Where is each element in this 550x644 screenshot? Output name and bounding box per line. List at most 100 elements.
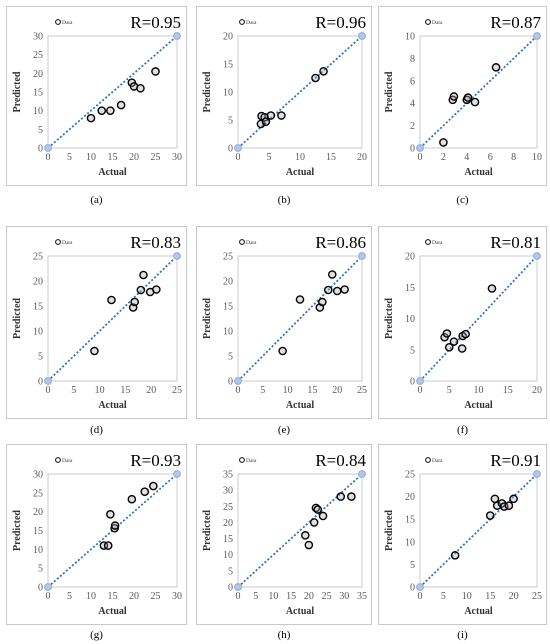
panel-caption: (d) (90, 424, 103, 436)
x-tick-label: 5 (67, 591, 72, 602)
x-tick-label: 10 (474, 385, 484, 396)
identity-line (47, 35, 178, 149)
panel-d: 0 5 10 15 20 25 0 5 10 15 20 25 Actual Predicted Data R… (6, 226, 187, 436)
identity-line-start (44, 583, 52, 591)
legend-marker (425, 457, 431, 463)
y-tick-label: 15 (33, 526, 43, 537)
x-tick-label: 6 (488, 152, 493, 163)
y-tick-label: 5 (38, 125, 43, 136)
data-point (449, 337, 459, 346)
data-point (266, 111, 276, 120)
r-value-label: R=0.86 (315, 233, 366, 252)
panel-caption: (f) (457, 424, 468, 436)
data-point (103, 541, 113, 550)
identity-line-end (358, 470, 366, 478)
data-point (340, 285, 349, 294)
x-tick-label: 5 (447, 385, 452, 396)
y-tick-label: 0 (38, 377, 43, 388)
data-point (127, 494, 137, 504)
x-tick-label: 15 (485, 591, 495, 602)
panel-h: 0 5 10 15 20 25 30 35 0 5 10 15 20 25 30 35 Actual Predic… (196, 444, 372, 641)
y-tick-label: 15 (33, 302, 43, 313)
legend-label: Data (62, 458, 73, 464)
x-axis-label: Actual (464, 167, 493, 178)
data-point (110, 521, 120, 530)
y-tick-label: 15 (223, 534, 233, 545)
identity-line-start (234, 583, 242, 591)
r-value-label: R=0.95 (130, 13, 181, 32)
data-point (140, 487, 150, 497)
y-tick-label: 5 (228, 352, 233, 363)
data-point (449, 92, 459, 101)
x-tick-label: 5 (71, 385, 76, 396)
plot-box (47, 35, 178, 149)
x-tick-label: 25 (357, 385, 367, 396)
y-tick-label: 20 (223, 277, 233, 288)
x-tick-label: 0 (418, 152, 423, 163)
x-axis-label: Actual (98, 606, 127, 617)
y-axis-label: Predicted (384, 298, 395, 339)
y-tick-label: 25 (33, 252, 43, 263)
x-tick-label: 20 (129, 591, 139, 602)
panel-frame (196, 226, 372, 419)
r-value-label: R=0.81 (490, 233, 541, 252)
data-point (470, 97, 480, 107)
x-tick-label: 2 (441, 152, 446, 163)
x-tick-label: 15 (286, 591, 296, 602)
y-tick-label: 5 (38, 564, 43, 575)
x-tick-label: 15 (120, 385, 130, 396)
legend-label: Data (246, 240, 257, 246)
data-point (151, 67, 160, 76)
y-tick-label: 6 (410, 76, 415, 87)
x-tick-label: 10 (532, 152, 542, 163)
x-tick-label: 10 (268, 591, 278, 602)
data-point (301, 531, 310, 540)
data-point (136, 83, 145, 93)
data-point (442, 329, 452, 338)
legend-marker (55, 239, 61, 245)
data-point (311, 73, 320, 83)
data-point (485, 511, 495, 520)
legend-marker (425, 239, 431, 245)
y-tick-label: 0 (410, 144, 415, 155)
x-tick-label: 0 (418, 385, 423, 396)
r-value-label: R=0.84 (315, 451, 366, 470)
y-tick-label: 10 (223, 88, 233, 99)
y-axis-label: Predicted (384, 510, 395, 551)
panel-g: 0 5 10 15 20 25 30 0 5 10 15 20 25 30 Actual Predicted D… (6, 444, 187, 641)
identity-line-start (234, 144, 242, 152)
x-tick-label: 10 (283, 385, 293, 396)
r-value-label: R=0.83 (130, 233, 181, 252)
data-point (277, 111, 286, 120)
x-tick-label: 4 (464, 152, 469, 163)
y-tick-label: 10 (223, 550, 233, 561)
x-axis-label: Actual (286, 606, 315, 617)
x-tick-label: 0 (418, 591, 423, 602)
identity-line-start (416, 144, 424, 152)
data-point (318, 511, 328, 521)
plot-box (47, 255, 178, 382)
identity-line-start (44, 144, 52, 152)
identity-line-end (173, 252, 181, 260)
identity-line-start (416, 583, 424, 591)
data-point (106, 510, 115, 519)
identity-line (47, 255, 178, 382)
panel-caption: (e) (278, 424, 291, 436)
r-value-label: R=0.96 (315, 13, 366, 32)
y-tick-label: 0 (228, 144, 233, 155)
data-point (509, 494, 518, 504)
y-axis-label: Predicted (202, 298, 213, 339)
x-tick-label: 5 (260, 385, 265, 396)
y-tick-label: 10 (405, 537, 415, 548)
y-tick-label: 20 (405, 492, 415, 503)
identity-line (237, 255, 363, 382)
data-point (107, 295, 116, 305)
data-point (130, 297, 139, 307)
y-tick-label: 20 (405, 252, 415, 263)
x-axis-label: Actual (286, 167, 315, 178)
y-tick-label: 20 (33, 69, 43, 80)
x-tick-label: 25 (322, 591, 332, 602)
identity-line-start (416, 377, 424, 385)
x-tick-label: 15 (108, 591, 118, 602)
